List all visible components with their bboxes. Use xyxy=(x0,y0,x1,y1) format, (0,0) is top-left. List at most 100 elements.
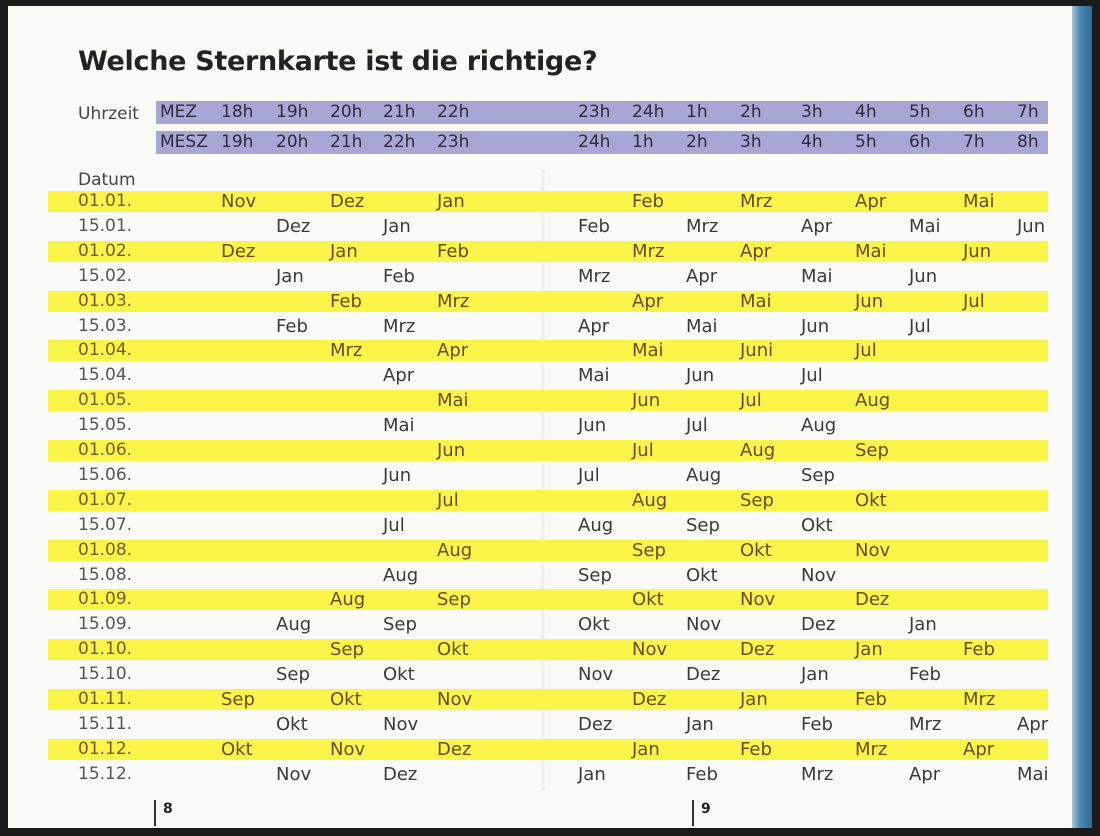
map-month-cell: Feb xyxy=(909,664,941,685)
date-row: 01.05. Mai Jun Jul Aug xyxy=(48,390,1048,411)
map-month-cell: Jan xyxy=(801,664,829,685)
map-month-cell: Jan xyxy=(383,216,411,237)
date-row: 15.12. Nov Dez Jan Feb Mrz Apr Mai xyxy=(48,764,1049,785)
map-month-cell: Nov xyxy=(437,689,473,710)
date-row: 01.07. Jul Aug Sep Okt xyxy=(48,490,1048,511)
date-cell: 01.02. xyxy=(78,241,133,261)
date-cell: 01.08. xyxy=(78,540,133,560)
map-month-cell: Okt xyxy=(383,664,415,685)
page-number-right: 9 xyxy=(701,801,711,817)
date-cell: 01.05. xyxy=(78,390,133,410)
map-month-cell: Okt xyxy=(855,490,887,511)
map-month-cell: Jul xyxy=(909,316,931,337)
date-label: Datum xyxy=(78,170,136,190)
map-month-cell: Mrz xyxy=(963,689,996,710)
date-cell: 15.04. xyxy=(78,365,133,385)
map-month-cell: Apr xyxy=(632,291,664,312)
map-month-cell: Sep xyxy=(221,689,255,710)
page-number-divider-left xyxy=(154,800,156,826)
page-gutter xyxy=(540,170,546,790)
date-cell: 15.10. xyxy=(78,664,133,684)
map-month-cell: Feb xyxy=(578,216,610,237)
map-month-cell: Jun xyxy=(632,390,661,411)
map-month-cell: Apr xyxy=(801,216,833,237)
hour-cell: 3h xyxy=(740,132,762,152)
date-row: 01.09. Aug Sep Okt Nov Dez xyxy=(48,589,1048,610)
map-month-cell: Aug xyxy=(330,589,366,610)
hour-cell: 22h xyxy=(383,132,416,152)
map-month-cell: Jan xyxy=(276,266,304,287)
date-row: 15.11. Okt Nov Dez Jan Feb Mrz Apr xyxy=(48,714,1048,735)
time-label: Uhrzeit xyxy=(78,104,139,124)
map-month-cell: Jun xyxy=(963,241,992,262)
map-month-cell: Sep xyxy=(686,515,720,536)
map-month-cell: Sep xyxy=(276,664,310,685)
map-month-cell: Aug xyxy=(740,440,776,461)
date-row: 15.03. Feb Mrz Apr Mai Jun Jul xyxy=(48,316,1048,337)
map-month-cell: Apr xyxy=(686,266,718,287)
hour-cell: 4h xyxy=(855,102,877,122)
hour-cell: 5h xyxy=(909,102,931,122)
hour-cell: 20h xyxy=(276,132,309,152)
map-month-cell: Feb xyxy=(801,714,833,735)
map-month-cell: Apr xyxy=(383,365,415,386)
map-month-cell: Feb xyxy=(383,266,415,287)
map-month-cell: Mrz xyxy=(909,714,942,735)
map-month-cell: Sep xyxy=(437,589,471,610)
map-month-cell: Jun xyxy=(383,465,412,486)
date-row: 15.04. Apr Mai Jun Jul xyxy=(48,365,1048,386)
map-month-cell: Jan xyxy=(437,191,465,212)
time-row-mesz xyxy=(156,131,1048,154)
map-month-cell: Aug xyxy=(437,540,473,561)
map-month-cell: Feb xyxy=(963,639,995,660)
map-month-cell: Jan xyxy=(740,689,768,710)
hour-cell: 2h xyxy=(740,102,762,122)
hour-cell: 6h xyxy=(963,102,985,122)
map-month-cell: Sep xyxy=(578,565,612,586)
map-month-cell: Okt xyxy=(632,589,664,610)
map-month-cell: Nov xyxy=(686,614,722,635)
map-month-cell: Jun xyxy=(801,316,830,337)
map-month-cell: Jun xyxy=(855,291,884,312)
hour-cell: 7h xyxy=(1017,102,1039,122)
hour-cell: 1h xyxy=(686,102,708,122)
map-month-cell: Sep xyxy=(801,465,835,486)
map-month-cell: Aug xyxy=(686,465,722,486)
date-cell: 15.02. xyxy=(78,266,133,286)
hour-cell: 8h xyxy=(1017,132,1039,152)
date-cell: 15.12. xyxy=(78,764,133,784)
date-cell: 15.07. xyxy=(78,515,133,535)
date-row: 15.07. Jul Aug Sep Okt xyxy=(48,515,1048,536)
hour-cell: 20h xyxy=(330,102,363,122)
map-month-cell: Okt xyxy=(221,739,253,760)
map-month-cell: Mai xyxy=(1017,764,1049,785)
map-month-cell: Feb xyxy=(276,316,308,337)
map-month-cell: Apr xyxy=(740,241,772,262)
date-cell: 15.09. xyxy=(78,614,133,634)
map-month-cell: Sep xyxy=(383,614,417,635)
map-month-cell: Jul xyxy=(578,465,600,486)
hour-cell: 18h xyxy=(221,102,254,122)
map-month-cell: Jan xyxy=(330,241,358,262)
date-row: 01.01. Nov Dez Jan Feb Mrz Apr Mai xyxy=(48,191,1048,212)
map-month-cell: Okt xyxy=(578,614,610,635)
map-month-cell: Mrz xyxy=(686,216,719,237)
date-row: 01.03. Feb Mrz Apr Mai Jun Jul xyxy=(48,291,1048,312)
date-row: 01.12. Okt Nov Dez Jan Feb Mrz Apr xyxy=(48,739,1048,760)
map-month-cell: Mai xyxy=(740,291,772,312)
map-month-cell: Apr xyxy=(578,316,610,337)
hour-cell: 21h xyxy=(383,102,416,122)
map-month-cell: Mrz xyxy=(632,241,665,262)
map-month-cell: Jul xyxy=(855,340,877,361)
map-month-cell: Feb xyxy=(740,739,772,760)
map-month-cell: Okt xyxy=(276,714,308,735)
map-month-cell: Jan xyxy=(632,739,660,760)
map-month-cell: Aug xyxy=(801,415,837,436)
map-month-cell: Nov xyxy=(578,664,614,685)
map-month-cell: Jul xyxy=(801,365,823,386)
map-month-cell: Jul xyxy=(740,390,762,411)
hour-cell: 19h xyxy=(276,102,309,122)
map-month-cell: Nov xyxy=(330,739,366,760)
date-row: 01.10. Sep Okt Nov Dez Jan Feb xyxy=(48,639,1048,660)
map-month-cell: Nov xyxy=(276,764,312,785)
